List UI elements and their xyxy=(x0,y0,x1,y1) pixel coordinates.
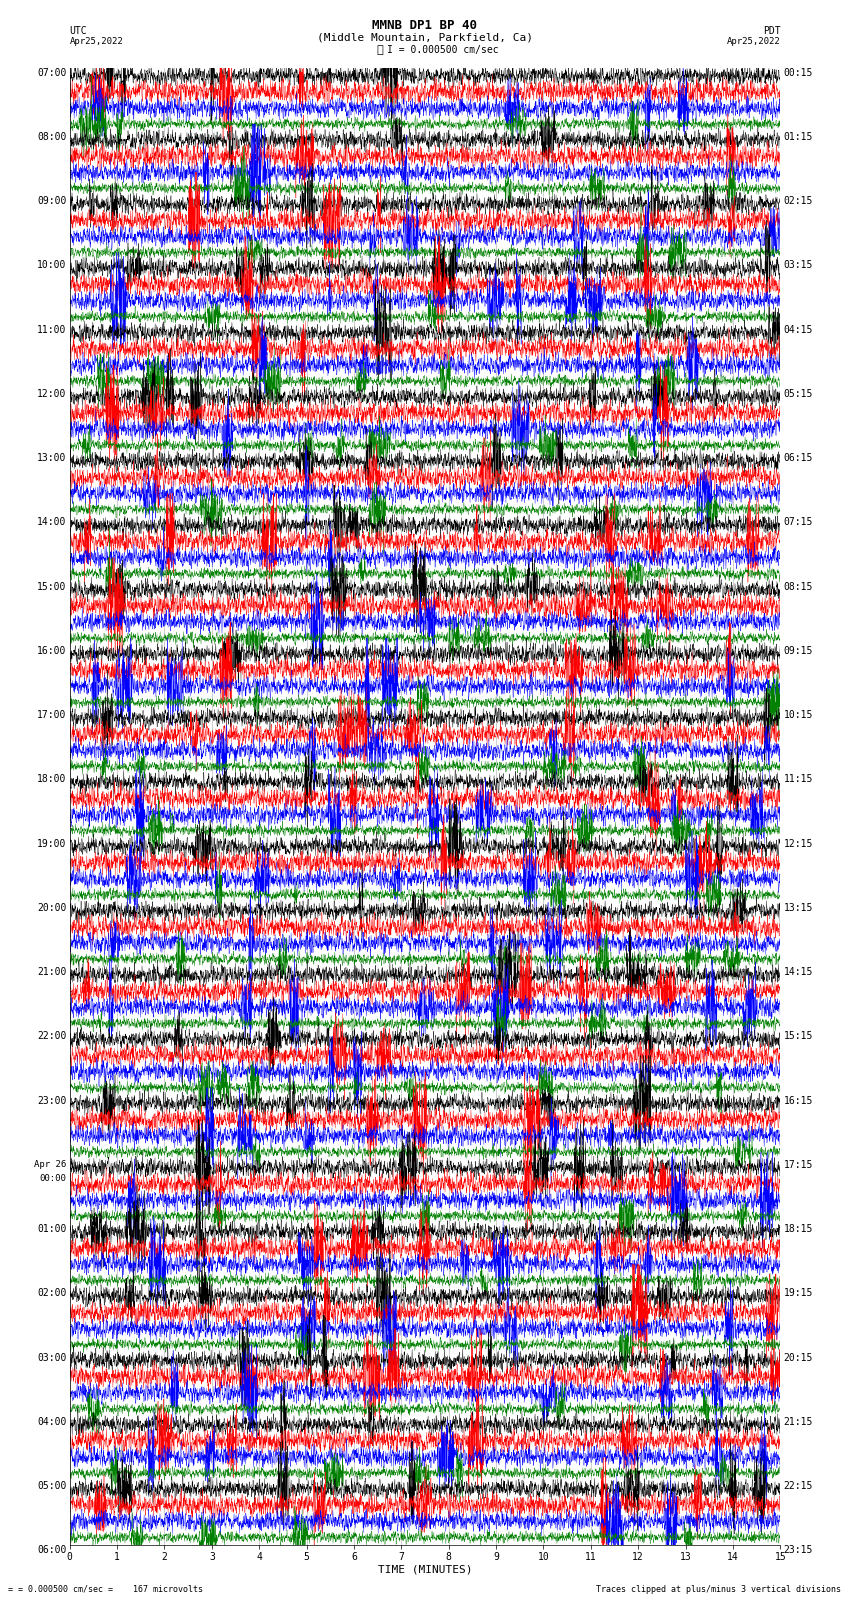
Text: 06:15: 06:15 xyxy=(784,453,813,463)
Text: 23:15: 23:15 xyxy=(784,1545,813,1555)
Text: 11:15: 11:15 xyxy=(784,774,813,784)
Text: 09:15: 09:15 xyxy=(784,645,813,656)
Text: 21:00: 21:00 xyxy=(37,968,66,977)
Text: 03:00: 03:00 xyxy=(37,1353,66,1363)
Text: 20:15: 20:15 xyxy=(784,1353,813,1363)
Text: 06:00: 06:00 xyxy=(37,1545,66,1555)
Text: PDT: PDT xyxy=(762,26,780,35)
Text: 02:00: 02:00 xyxy=(37,1289,66,1298)
Text: Apr25,2022: Apr25,2022 xyxy=(70,37,123,47)
Text: 08:00: 08:00 xyxy=(37,132,66,142)
Text: Apr25,2022: Apr25,2022 xyxy=(727,37,780,47)
Text: 16:15: 16:15 xyxy=(784,1095,813,1105)
Text: 15:00: 15:00 xyxy=(37,582,66,592)
Text: 15:15: 15:15 xyxy=(784,1031,813,1042)
Text: 14:00: 14:00 xyxy=(37,518,66,527)
Text: 04:15: 04:15 xyxy=(784,324,813,336)
Text: 11:00: 11:00 xyxy=(37,324,66,336)
Text: 05:00: 05:00 xyxy=(37,1481,66,1490)
Text: 21:15: 21:15 xyxy=(784,1416,813,1428)
X-axis label: TIME (MINUTES): TIME (MINUTES) xyxy=(377,1565,473,1574)
Text: 12:15: 12:15 xyxy=(784,839,813,848)
Text: I = 0.000500 cm/sec: I = 0.000500 cm/sec xyxy=(387,45,498,55)
Text: 23:00: 23:00 xyxy=(37,1095,66,1105)
Text: 16:00: 16:00 xyxy=(37,645,66,656)
Text: 01:00: 01:00 xyxy=(37,1224,66,1234)
Text: 01:15: 01:15 xyxy=(784,132,813,142)
Text: 03:15: 03:15 xyxy=(784,260,813,271)
Text: 10:15: 10:15 xyxy=(784,710,813,719)
Text: 17:15: 17:15 xyxy=(784,1160,813,1169)
Text: 07:15: 07:15 xyxy=(784,518,813,527)
Text: 19:00: 19:00 xyxy=(37,839,66,848)
Text: 09:00: 09:00 xyxy=(37,197,66,206)
Text: MMNB DP1 BP 40: MMNB DP1 BP 40 xyxy=(372,19,478,32)
Text: 14:15: 14:15 xyxy=(784,968,813,977)
Text: 20:00: 20:00 xyxy=(37,903,66,913)
Text: 13:00: 13:00 xyxy=(37,453,66,463)
Text: 04:00: 04:00 xyxy=(37,1416,66,1428)
Text: 08:15: 08:15 xyxy=(784,582,813,592)
Text: 00:15: 00:15 xyxy=(784,68,813,77)
Text: 22:15: 22:15 xyxy=(784,1481,813,1490)
Text: Apr 26: Apr 26 xyxy=(34,1160,66,1169)
Text: Traces clipped at plus/minus 3 vertical divisions: Traces clipped at plus/minus 3 vertical … xyxy=(597,1584,842,1594)
Text: 19:15: 19:15 xyxy=(784,1289,813,1298)
Text: (Middle Mountain, Parkfield, Ca): (Middle Mountain, Parkfield, Ca) xyxy=(317,32,533,42)
Text: 17:00: 17:00 xyxy=(37,710,66,719)
Text: 00:00: 00:00 xyxy=(39,1174,66,1184)
Text: 02:15: 02:15 xyxy=(784,197,813,206)
Text: = = 0.000500 cm/sec =    167 microvolts: = = 0.000500 cm/sec = 167 microvolts xyxy=(8,1584,203,1594)
Text: 10:00: 10:00 xyxy=(37,260,66,271)
Text: 13:15: 13:15 xyxy=(784,903,813,913)
Text: 18:00: 18:00 xyxy=(37,774,66,784)
Text: 18:15: 18:15 xyxy=(784,1224,813,1234)
Text: 05:15: 05:15 xyxy=(784,389,813,398)
Text: ⎸: ⎸ xyxy=(377,45,383,55)
Text: 22:00: 22:00 xyxy=(37,1031,66,1042)
Text: 12:00: 12:00 xyxy=(37,389,66,398)
Text: UTC: UTC xyxy=(70,26,88,35)
Text: 07:00: 07:00 xyxy=(37,68,66,77)
